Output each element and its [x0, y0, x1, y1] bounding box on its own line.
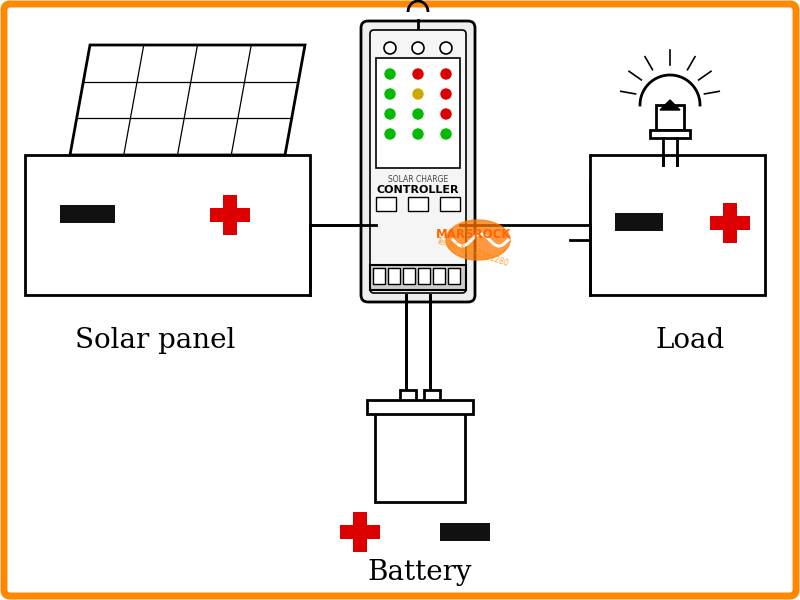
Circle shape: [441, 69, 451, 79]
Bar: [424, 390, 440, 402]
Text: Tel:86-592-2231280: Tel:86-592-2231280: [435, 236, 510, 268]
Circle shape: [384, 42, 396, 54]
Bar: [400, 390, 416, 402]
Bar: [60, 205, 115, 223]
Bar: [370, 265, 466, 290]
Bar: [376, 58, 460, 168]
Circle shape: [385, 69, 395, 79]
Circle shape: [413, 89, 423, 99]
Circle shape: [412, 42, 424, 54]
Polygon shape: [446, 220, 510, 260]
Circle shape: [413, 129, 423, 139]
Bar: [25, 155, 310, 295]
Bar: [373, 268, 385, 284]
Bar: [418, 268, 430, 284]
Bar: [433, 268, 445, 284]
Circle shape: [413, 109, 423, 119]
Bar: [615, 213, 663, 231]
Circle shape: [413, 69, 423, 79]
Bar: [590, 155, 765, 295]
Bar: [367, 400, 473, 414]
Bar: [223, 195, 237, 235]
Bar: [340, 525, 380, 539]
Bar: [710, 216, 750, 230]
Bar: [656, 105, 684, 130]
Bar: [650, 130, 690, 138]
Circle shape: [385, 89, 395, 99]
Bar: [375, 412, 465, 502]
Bar: [376, 197, 396, 211]
Polygon shape: [660, 100, 680, 110]
Circle shape: [440, 42, 452, 54]
Text: Load: Load: [655, 326, 725, 353]
Bar: [440, 523, 490, 541]
FancyBboxPatch shape: [361, 21, 475, 302]
Bar: [403, 268, 415, 284]
FancyBboxPatch shape: [370, 30, 466, 293]
Circle shape: [441, 89, 451, 99]
Bar: [448, 268, 460, 284]
Text: MARSROCK: MARSROCK: [436, 227, 511, 241]
Text: CONTROLLER: CONTROLLER: [377, 185, 459, 195]
Bar: [210, 208, 250, 222]
Circle shape: [385, 109, 395, 119]
Bar: [723, 203, 737, 243]
Circle shape: [441, 109, 451, 119]
Bar: [408, 197, 428, 211]
Bar: [388, 268, 400, 284]
Text: Solar panel: Solar panel: [75, 326, 235, 353]
Circle shape: [385, 129, 395, 139]
Polygon shape: [70, 45, 305, 155]
Circle shape: [441, 129, 451, 139]
Bar: [353, 512, 367, 552]
Bar: [440, 197, 460, 211]
FancyBboxPatch shape: [4, 4, 796, 596]
Text: Battery: Battery: [368, 559, 472, 586]
Text: SOLAR CHARGE: SOLAR CHARGE: [388, 175, 448, 185]
